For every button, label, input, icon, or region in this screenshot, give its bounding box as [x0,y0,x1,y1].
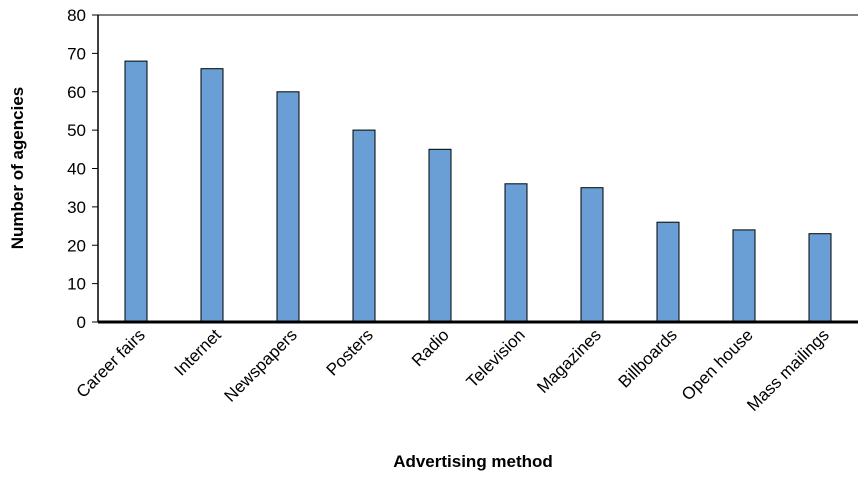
bar-open-house [732,229,756,323]
bar-radio [428,148,452,323]
x-tick-label: Open house [678,325,757,404]
y-tick-label: 80 [67,6,86,25]
y-axis: 0 10 20 30 40 50 60 70 80 [67,6,858,332]
bar-television [504,183,528,323]
x-tick-label: Magazines [533,325,605,397]
y-tick-label: 70 [67,44,86,63]
y-tick-label: 0 [77,313,86,332]
y-tick-label: 50 [67,121,86,140]
y-tick-label: 40 [67,160,86,179]
bar-posters [352,129,376,323]
x-tick-label: Billboards [615,325,681,391]
x-tick-label: Radio [408,325,453,370]
y-tick-label: 10 [67,275,86,294]
bar-internet [200,68,224,323]
x-axis-title: Advertising method [393,452,553,471]
x-tick-label: Career fairs [73,325,149,401]
x-tick-label: Newspapers [221,325,301,405]
x-tick-label: Posters [323,325,377,379]
y-tick-label: 20 [67,236,86,255]
x-tick-label: Television [463,325,529,391]
bar-billboards [656,221,680,323]
bars-group [124,60,832,323]
bar-career-fairs [124,60,148,323]
y-tick-label: 30 [67,198,86,217]
y-axis-title: Number of agencies [8,87,27,250]
y-tick-label: 60 [67,83,86,102]
bar-mass-mailings [808,233,832,323]
x-tick-label: Internet [171,325,225,379]
bar-newspapers [276,91,300,323]
bar-magazines [580,187,604,323]
